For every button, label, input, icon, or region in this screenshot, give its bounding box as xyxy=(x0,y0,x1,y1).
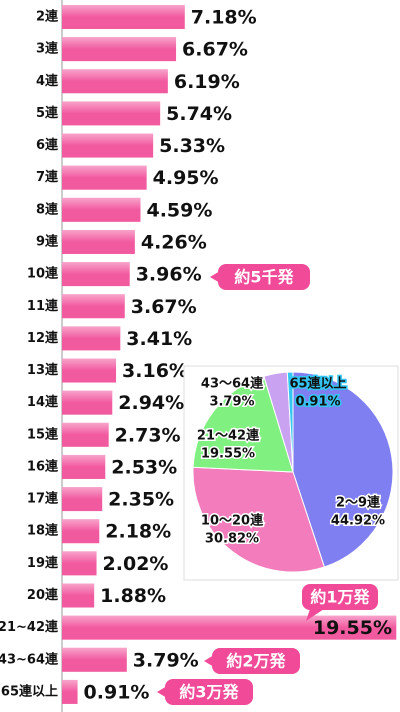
bar-shine xyxy=(62,197,141,222)
value-label: 19.55% xyxy=(313,617,392,639)
category-label: 43～64連 xyxy=(201,376,264,392)
value-label: 5.74% xyxy=(166,103,232,125)
bar-shine xyxy=(62,583,95,608)
bar-shine xyxy=(62,358,117,383)
annotation-box xyxy=(218,264,310,290)
value-label: 0.91% xyxy=(295,395,340,410)
y-tick-label: 17連 xyxy=(27,491,59,507)
bar-shine xyxy=(62,69,168,94)
annotation: 約2万発 xyxy=(226,652,286,671)
y-tick-label: 65連以上 xyxy=(1,683,58,699)
annotation-box xyxy=(165,679,253,705)
category-label: 2～9連 xyxy=(336,495,381,511)
value-label: 2.73% xyxy=(115,424,181,446)
y-tick-label: 9連 xyxy=(36,233,59,249)
y-tick-label: 18連 xyxy=(27,523,59,539)
bar-shine xyxy=(62,679,78,704)
bar-shine xyxy=(62,551,97,576)
annotation-box xyxy=(212,648,300,674)
value-label: 44.92% xyxy=(331,514,385,529)
value-label: 6.67% xyxy=(182,39,248,61)
y-tick-label: 2連 xyxy=(36,9,59,25)
y-tick-label: 10連 xyxy=(27,266,59,282)
value-label: 6.19% xyxy=(174,71,240,93)
value-label: 4.26% xyxy=(141,231,207,253)
value-label: 2.53% xyxy=(111,456,177,478)
annotation: 約5千発 xyxy=(234,268,294,287)
value-label: 3.96% xyxy=(136,264,202,286)
bar-shine xyxy=(62,422,109,447)
category-label: 10～20連 xyxy=(201,513,264,529)
value-label: 3.79% xyxy=(133,649,199,671)
bar-shine xyxy=(62,519,100,544)
y-tick-label: 5連 xyxy=(36,105,59,121)
y-tick-label: 20連 xyxy=(27,587,59,603)
annotation: 約3万発 xyxy=(179,683,239,702)
value-label: 2.18% xyxy=(105,521,171,543)
pie-slice xyxy=(192,466,325,573)
value-label: 3.16% xyxy=(122,360,188,382)
y-tick-label: 14連 xyxy=(27,394,59,410)
bar-shine xyxy=(62,5,185,29)
bar-shine xyxy=(62,229,135,254)
value-label: 2.02% xyxy=(103,553,169,575)
annotation-pointer xyxy=(204,655,214,667)
pie-slice xyxy=(292,371,394,568)
bar-shine xyxy=(62,294,125,319)
category-label: 65連以上 xyxy=(289,376,346,392)
bar-shine xyxy=(62,390,113,415)
y-tick-label: 8連 xyxy=(36,201,59,217)
y-tick-label: 4連 xyxy=(36,73,59,89)
bar-shine xyxy=(62,326,121,351)
value-label: 7.18% xyxy=(191,7,257,29)
bar-shine xyxy=(62,37,177,62)
annotation-pointer xyxy=(210,271,220,283)
annotation-box xyxy=(302,584,378,610)
value-label: 4.59% xyxy=(146,199,212,221)
y-tick-label: 11連 xyxy=(27,298,59,314)
pie-slice xyxy=(192,375,294,473)
value-label: 3.79% xyxy=(209,395,254,410)
y-tick-label: 12連 xyxy=(27,330,59,346)
value-label: 2.35% xyxy=(108,489,174,511)
value-label: 19.55% xyxy=(201,447,255,462)
bar-shine xyxy=(62,101,161,126)
y-tick-label: 19連 xyxy=(27,555,59,571)
value-label: 5.33% xyxy=(159,135,225,157)
bar-shine xyxy=(62,487,103,512)
y-tick-label: 7連 xyxy=(36,169,59,185)
y-tick-label: 3連 xyxy=(36,41,59,57)
bar-shine xyxy=(62,615,397,640)
bar-shine xyxy=(62,262,130,287)
annotation: 約1万発 xyxy=(310,588,370,607)
bar-shine xyxy=(62,133,154,158)
y-tick-label: 16連 xyxy=(27,458,59,474)
y-tick-label: 6連 xyxy=(36,137,59,153)
bar-shine xyxy=(62,647,127,672)
value-label: 1.88% xyxy=(100,585,166,607)
annotation-pointer xyxy=(157,686,167,698)
value-label: 0.91% xyxy=(84,681,150,703)
y-tick-label: 21~42連 xyxy=(0,619,59,635)
value-label: 3.67% xyxy=(131,296,197,318)
y-tick-label: 15連 xyxy=(27,426,59,442)
value-label: 4.95% xyxy=(153,167,219,189)
value-label: 30.82% xyxy=(205,532,259,547)
bar-shine xyxy=(62,454,106,479)
pie-slice xyxy=(286,371,294,473)
annotation-pointer xyxy=(306,609,324,621)
bar-shine xyxy=(62,165,147,190)
value-label: 3.41% xyxy=(126,328,192,350)
y-tick-label: 13連 xyxy=(27,362,59,378)
category-label: 21～42連 xyxy=(197,428,260,444)
y-tick-label: 43~64連 xyxy=(0,651,59,667)
value-label: 2.94% xyxy=(118,392,184,414)
